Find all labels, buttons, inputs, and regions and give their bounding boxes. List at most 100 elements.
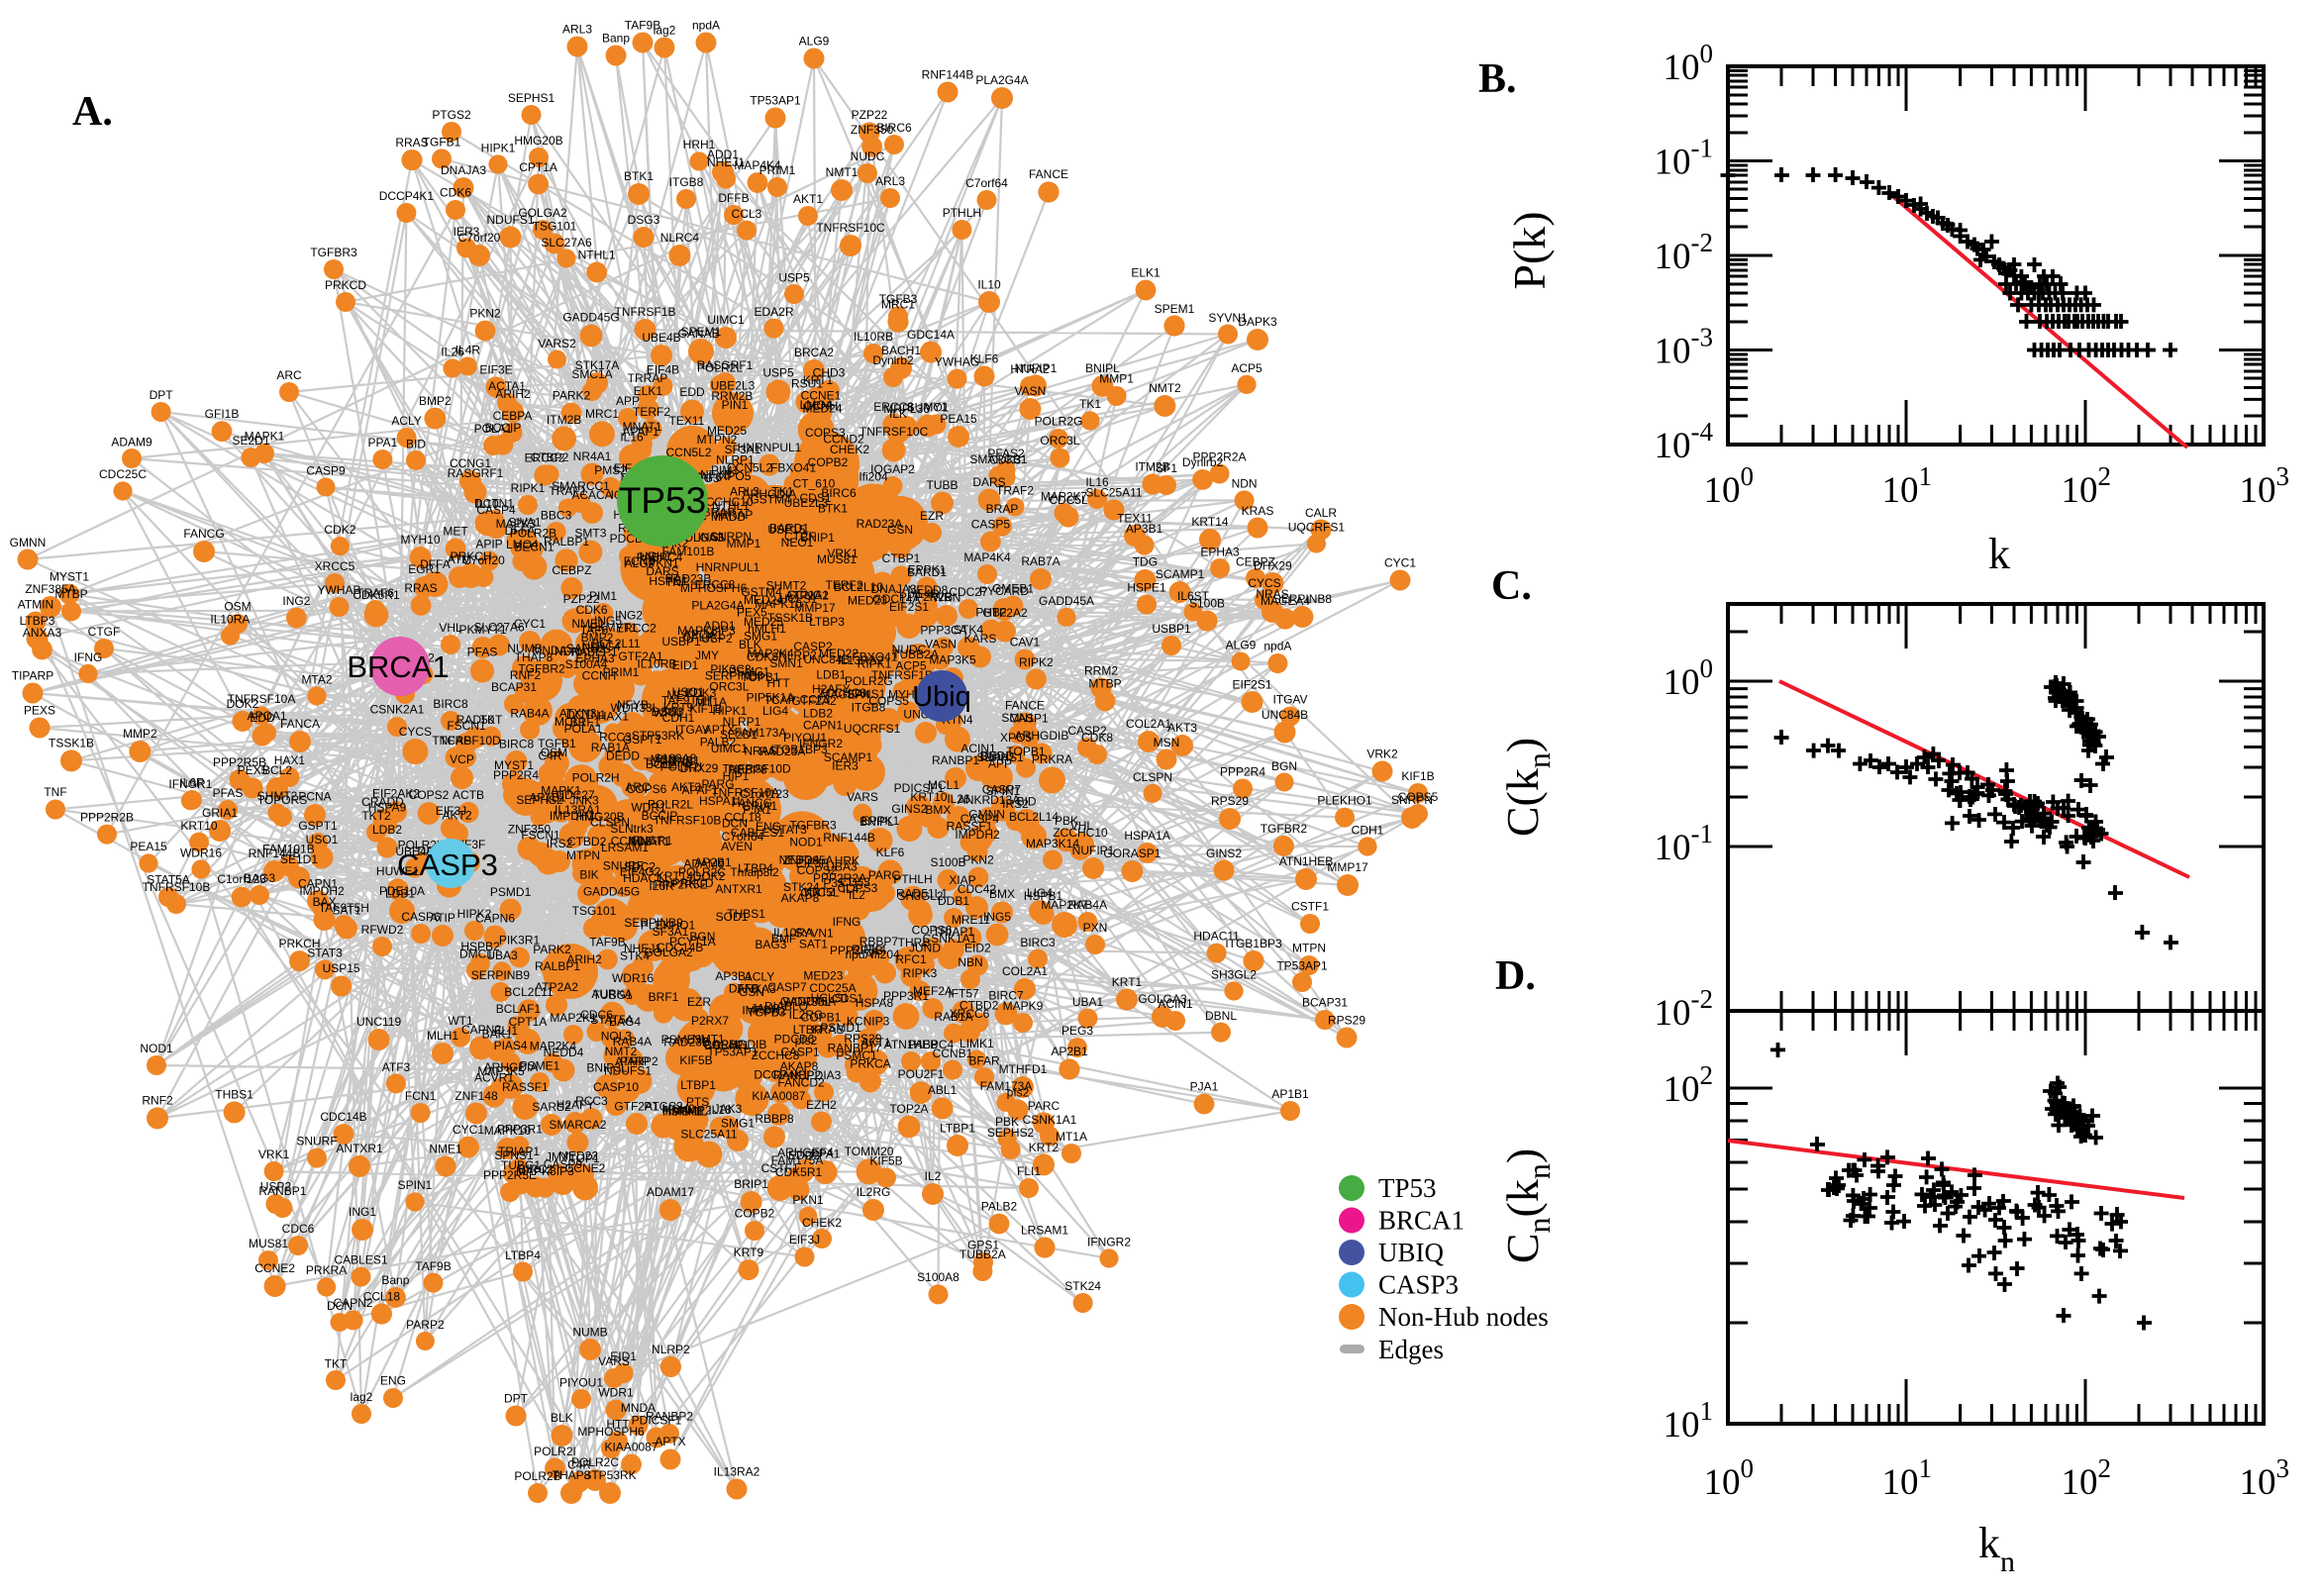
svg-text:RRM2: RRM2 [1084, 664, 1118, 678]
svg-text:COPS5: COPS5 [868, 694, 909, 708]
svg-text:npdA: npdA [692, 19, 720, 33]
svg-text:XIAP: XIAP [949, 873, 975, 887]
svg-text:FSCN1: FSCN1 [447, 719, 486, 733]
svg-text:CCND2: CCND2 [611, 835, 653, 848]
svg-text:ATIP: ATIP [430, 911, 455, 925]
svg-text:ACLY: ACLY [745, 969, 774, 983]
svg-text:COPS6: COPS6 [912, 924, 953, 938]
svg-text:IL13RA2: IL13RA2 [838, 653, 884, 667]
svg-text:P(k): P(k) [1504, 211, 1555, 289]
svg-text:NEDD4: NEDD4 [779, 853, 820, 867]
svg-text:TERF2: TERF2 [825, 578, 862, 592]
svg-text:NUFIP1: NUFIP1 [1015, 361, 1058, 375]
svg-text:DHX29: DHX29 [1254, 559, 1292, 573]
svg-text:CASP3: CASP3 [1378, 1270, 1459, 1300]
svg-text:DNAJA3: DNAJA3 [441, 163, 486, 177]
svg-text:PTGS2: PTGS2 [432, 108, 471, 122]
svg-text:MLH1: MLH1 [427, 1029, 458, 1043]
svg-text:USBP1: USBP1 [661, 635, 701, 648]
svg-text:GDC14A: GDC14A [907, 328, 955, 342]
svg-text:BID: BID [406, 437, 426, 450]
svg-text:SF3A1: SF3A1 [653, 925, 689, 939]
svg-text:PRKRA: PRKRA [306, 1263, 347, 1277]
svg-text:PPP2R2B: PPP2R2B [80, 811, 134, 825]
svg-text:ING5: ING5 [983, 910, 1011, 924]
svg-text:MNDA: MNDA [621, 1401, 656, 1415]
svg-text:RRAS: RRAS [395, 136, 428, 150]
svg-text:WDR16: WDR16 [180, 846, 222, 859]
svg-text:TUBB: TUBB [926, 478, 958, 492]
svg-text:HSPE1: HSPE1 [1127, 581, 1166, 595]
svg-text:COPS5: COPS5 [1398, 790, 1439, 804]
svg-text:PIM1: PIM1 [589, 589, 617, 603]
svg-text:TEX11: TEX11 [1117, 512, 1153, 526]
svg-text:APP: APP [616, 394, 640, 408]
svg-text:PARC: PARC [868, 868, 901, 882]
svg-text:MCL1: MCL1 [928, 778, 960, 792]
svg-text:PEG3: PEG3 [1061, 1024, 1093, 1038]
svg-text:CDC25C: CDC25C [99, 467, 147, 481]
svg-text:DARS: DARS [972, 475, 1005, 489]
svg-text:CSNK2A1: CSNK2A1 [370, 702, 425, 716]
svg-text:VHL: VHL [1070, 819, 1094, 833]
svg-text:TNFRSF10C: TNFRSF10C [859, 425, 929, 439]
svg-text:LTBP4: LTBP4 [505, 1248, 541, 1262]
svg-text:EIF4G2: EIF4G2 [620, 865, 661, 879]
svg-text:BIK: BIK [579, 867, 598, 881]
svg-text:ZCCHC8: ZCCHC8 [818, 686, 866, 700]
svg-text:ARL3: ARL3 [875, 174, 905, 188]
svg-text:MAP4K4: MAP4K4 [963, 550, 1011, 564]
svg-text:CASP5: CASP5 [971, 518, 1011, 532]
svg-text:MMP17: MMP17 [1327, 860, 1368, 874]
svg-text:UNC119: UNC119 [356, 1015, 401, 1029]
svg-text:FSCN1: FSCN1 [521, 828, 560, 842]
svg-text:CASP2: CASP2 [1067, 724, 1107, 738]
svg-text:CABLES1: CABLES1 [731, 826, 784, 840]
svg-text:BCL2L14: BCL2L14 [1009, 810, 1059, 824]
svg-text:TNF: TNF [44, 785, 66, 799]
svg-text:SPIN1: SPIN1 [398, 1178, 433, 1192]
svg-text:UBE4B: UBE4B [642, 331, 680, 345]
svg-text:ZCCHC10: ZCCHC10 [1053, 826, 1108, 840]
svg-text:BCL2L10: BCL2L10 [834, 580, 883, 594]
svg-text:PMS2: PMS2 [594, 463, 627, 477]
svg-text:UBA1: UBA1 [1072, 995, 1104, 1009]
svg-text:PLA2G4A: PLA2G4A [691, 598, 744, 612]
svg-text:THBS1: THBS1 [215, 1087, 253, 1101]
svg-text:CCNH: CCNH [804, 399, 839, 413]
svg-text:JMY: JMY [695, 648, 719, 662]
svg-text:CDC5L: CDC5L [800, 885, 840, 899]
svg-text:PIK3R1: PIK3R1 [499, 934, 541, 948]
svg-text:S100B: S100B [930, 855, 965, 869]
svg-text:MED22: MED22 [558, 1148, 598, 1162]
svg-text:AKAP8: AKAP8 [780, 1059, 819, 1073]
svg-text:TRRAP: TRRAP [713, 508, 754, 522]
svg-text:ACLY: ACLY [391, 414, 421, 428]
svg-text:CCNE2: CCNE2 [254, 1261, 295, 1275]
svg-text:RCC3: RCC3 [599, 730, 632, 744]
svg-text:FBXO41: FBXO41 [770, 461, 816, 475]
svg-text:IFNGR2: IFNGR2 [1087, 1236, 1131, 1249]
svg-text:RANBP1: RANBP1 [932, 753, 979, 767]
svg-text:CYC1: CYC1 [1384, 556, 1416, 570]
svg-text:EDD: EDD [679, 385, 705, 399]
svg-text:ORC3L: ORC3L [1040, 434, 1079, 448]
svg-text:SCAMP1: SCAMP1 [824, 750, 873, 764]
svg-text:MED25: MED25 [707, 424, 747, 438]
svg-text:DDB1: DDB1 [938, 894, 969, 908]
svg-text:TNFRSF10D: TNFRSF10D [722, 761, 791, 775]
svg-text:UBE2L3: UBE2L3 [711, 378, 756, 392]
svg-text:TUBB2A: TUBB2A [892, 648, 939, 661]
svg-text:DFFA: DFFA [505, 524, 536, 538]
svg-text:MPHOSPH6: MPHOSPH6 [577, 1425, 645, 1439]
svg-text:ARL3: ARL3 [562, 23, 592, 37]
svg-text:CDS1: CDS1 [799, 491, 831, 505]
svg-text:SARS2: SARS2 [532, 1100, 571, 1114]
svg-text:LMO4: LMO4 [506, 538, 539, 551]
svg-text:TGFBR3: TGFBR3 [310, 246, 357, 259]
svg-text:IL2RG: IL2RG [857, 1185, 891, 1199]
svg-text:GTF2A1: GTF2A1 [618, 649, 663, 663]
svg-text:CASP7: CASP7 [982, 783, 1022, 797]
svg-text:HSPE1: HSPE1 [649, 574, 688, 588]
svg-text:NMT2: NMT2 [1149, 381, 1181, 395]
